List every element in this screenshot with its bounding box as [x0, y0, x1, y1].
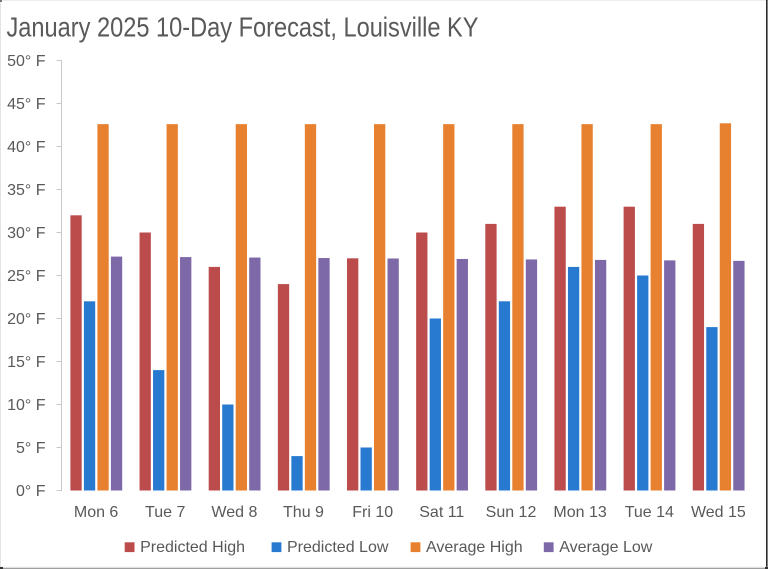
svg-text:20° F: 20° F [7, 311, 46, 328]
svg-text:35° F: 35° F [7, 182, 46, 199]
svg-text:Sat 11: Sat 11 [419, 504, 464, 521]
svg-text:50° F: 50° F [7, 53, 46, 70]
svg-text:Mon 13: Mon 13 [553, 504, 606, 521]
svg-text:15° F: 15° F [7, 354, 46, 371]
svg-text:January 2025 10-Day Forecast,: January 2025 10-Day Forecast, Louisville… [7, 12, 479, 43]
svg-text:Fri 10: Fri 10 [352, 504, 393, 521]
svg-text:5° F: 5° F [16, 440, 46, 457]
svg-text:Wed 15: Wed 15 [691, 504, 746, 521]
svg-text:10° F: 10° F [7, 397, 46, 414]
svg-text:45° F: 45° F [7, 96, 46, 113]
svg-text:Mon 6: Mon 6 [74, 504, 119, 521]
svg-text:0° F: 0° F [16, 483, 46, 500]
svg-text:Predicted High: Predicted High [140, 539, 245, 556]
svg-text:Tue 14: Tue 14 [625, 504, 674, 521]
svg-text:30° F: 30° F [7, 225, 46, 242]
svg-text:25° F: 25° F [7, 268, 46, 285]
svg-text:40° F: 40° F [7, 139, 46, 156]
svg-text:Thu 9: Thu 9 [283, 504, 324, 521]
svg-text:Sun 12: Sun 12 [486, 504, 537, 521]
svg-text:Average Low: Average Low [559, 539, 653, 556]
svg-text:Average High: Average High [426, 539, 523, 556]
svg-text:Predicted Low: Predicted Low [287, 539, 389, 556]
svg-text:Wed 8: Wed 8 [211, 504, 257, 521]
svg-text:Tue 7: Tue 7 [145, 504, 185, 521]
